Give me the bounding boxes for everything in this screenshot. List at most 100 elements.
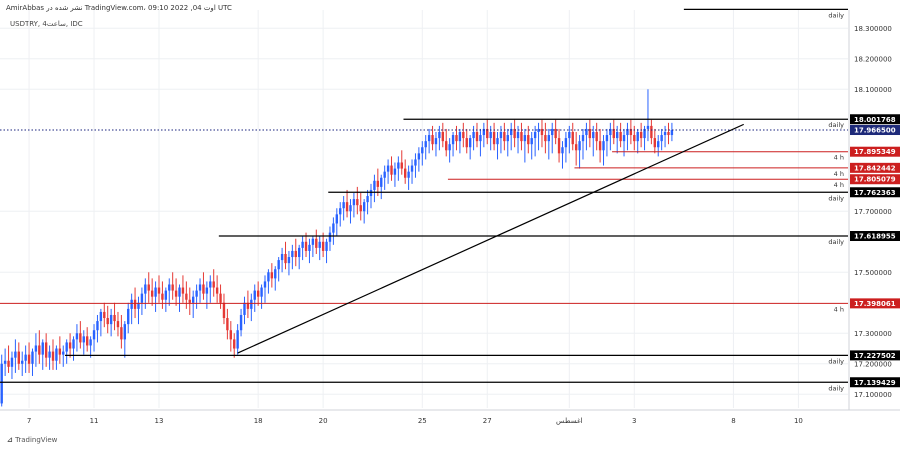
candle-body	[342, 202, 345, 209]
candle-body	[609, 128, 612, 136]
candle-body	[622, 135, 626, 142]
level-price-tag	[850, 146, 900, 157]
candle-body	[103, 311, 106, 319]
candle-body	[79, 333, 82, 343]
candle-body	[602, 141, 605, 151]
candle-body	[113, 314, 116, 322]
candle-body	[578, 141, 581, 151]
level-timeframe-label: 4 h	[834, 305, 844, 313]
candle-body	[465, 138, 468, 148]
candle-body	[109, 314, 113, 325]
candle-body	[233, 339, 236, 349]
level-price-label: 17.618955	[854, 233, 896, 241]
candle-body	[277, 260, 280, 270]
tradingview-logo[interactable]: ⊿ TradingView	[7, 436, 57, 444]
candle-body	[120, 327, 123, 340]
candle-body	[41, 342, 44, 355]
candle-body	[547, 135, 551, 142]
candle-body	[321, 241, 325, 251]
candle-body	[185, 293, 188, 300]
candle-body	[533, 131, 537, 139]
price-tick-label: 17.500000	[854, 269, 892, 277]
level-price-label: 17.398061	[854, 300, 896, 308]
candle-body	[229, 330, 233, 340]
price-tick-label: 17.200000	[854, 360, 892, 368]
candle-body	[243, 302, 246, 315]
candle-body	[455, 135, 458, 142]
candle-body	[482, 128, 486, 136]
logo-text: TradingView	[15, 436, 58, 444]
candle-body	[161, 293, 164, 300]
candle-body	[544, 135, 547, 142]
candle-body	[31, 351, 34, 364]
candle-body	[315, 238, 318, 248]
candle-body	[653, 138, 657, 148]
level-timeframe-label: daily	[828, 11, 844, 19]
candle-body	[297, 247, 301, 258]
candle-body	[133, 299, 137, 309]
candle-body	[137, 302, 140, 309]
candle-body	[267, 272, 270, 282]
candle-body	[14, 351, 17, 358]
level-price-label: 18.001768	[854, 116, 896, 124]
candle-body	[468, 138, 472, 148]
price-tick-label: 18.300000	[854, 25, 892, 33]
candle-body	[557, 138, 561, 154]
candle-body	[489, 131, 492, 139]
candle-body	[527, 135, 530, 145]
candle-body	[72, 339, 75, 349]
candle-body	[287, 257, 291, 264]
level-price-label: 17.227502	[854, 352, 896, 360]
candle-body	[123, 324, 127, 340]
candle-body	[164, 290, 168, 300]
candle-body	[561, 147, 564, 154]
candle-body	[427, 135, 431, 142]
candle-body	[116, 321, 120, 328]
candle-body	[400, 162, 403, 169]
candle-body	[660, 135, 663, 142]
candle-body	[253, 290, 256, 300]
level-price-tag	[850, 298, 900, 309]
candle-body	[48, 351, 51, 358]
candle-body	[472, 131, 475, 139]
candle-body	[75, 333, 79, 340]
candle-body	[0, 363, 3, 404]
candle-body	[520, 131, 523, 142]
candle-body	[362, 202, 366, 212]
candle-body	[308, 244, 311, 251]
candle-body	[130, 299, 133, 309]
price-tick-label: 17.700000	[854, 208, 892, 216]
levels-layer: daily daily 4 h 4 h 4 h daily daily 4 h daily dai…	[0, 8, 848, 392]
candle-body	[82, 336, 85, 343]
candle-body	[383, 171, 386, 178]
candle-body	[475, 131, 479, 142]
candle-body	[619, 131, 622, 142]
price-tick-label: 17.300000	[854, 330, 892, 338]
time-tick-label: 27	[483, 417, 492, 425]
level-timeframe-label: daily	[828, 194, 844, 202]
candle-body	[34, 345, 38, 352]
time-tick-label: 10	[794, 417, 803, 425]
candle-body	[551, 128, 554, 136]
level-price-label: 17.805079	[854, 176, 896, 184]
candle-body	[636, 131, 639, 142]
candle-body	[462, 131, 465, 139]
candle-body	[486, 128, 489, 139]
candle-body	[516, 131, 520, 139]
price-axis[interactable]: 18.300000 18.200000 18.100000 17.700000 17.5…	[850, 25, 900, 399]
symbol-legend[interactable]: USDTRY, 4ساعت, IDC	[10, 20, 83, 28]
time-axis[interactable]: 7 11 13 18 20 25 27 اغسطس 3 8 10	[27, 417, 803, 425]
candle-body	[592, 131, 595, 139]
trendline-layer	[237, 123, 744, 354]
price-tick-label: 17.100000	[854, 391, 892, 399]
grid-layer	[0, 10, 900, 411]
candle-body	[403, 168, 407, 178]
level-timeframe-label: 4 h	[834, 154, 844, 162]
candle-body	[339, 208, 342, 215]
level-timeframe-label: 4 h	[834, 170, 844, 178]
candle-body	[424, 141, 427, 148]
candle-body	[626, 128, 629, 136]
candle-body	[598, 141, 602, 151]
candle-body	[222, 302, 226, 319]
